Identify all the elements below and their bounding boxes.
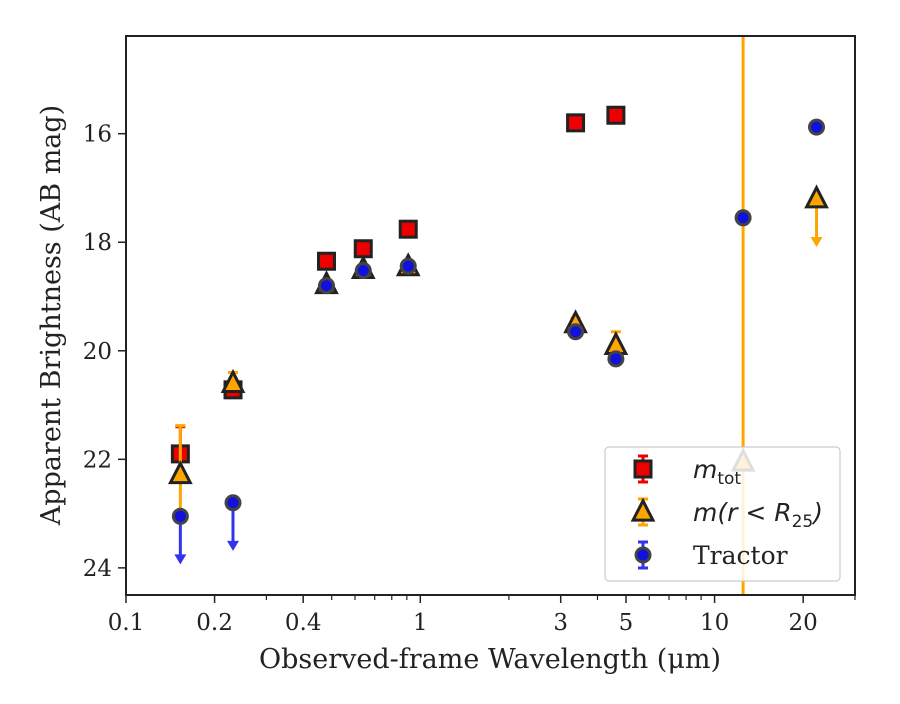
data-point-triangle [804,184,829,209]
data-point-circle [171,507,189,525]
data-point-circle [354,261,372,279]
data-point-square [316,251,336,271]
legend-box [604,446,841,582]
y-tick-label: 24 [83,556,112,582]
data-points-layer [167,105,829,565]
legend-label: m(r < R25) [693,498,823,532]
upper-limit-arrow-head [227,540,240,551]
series-2 [171,118,826,565]
x-tick-label: 20 [789,610,818,636]
data-point-circle [567,323,585,341]
x-tick-label: 10 [700,610,729,636]
x-tick-label: 0.2 [196,610,233,636]
y-tick-label: 18 [83,230,112,256]
x-tick-label: 5 [619,610,634,636]
y-axis-label: Apparent Brightness (AB mag) [36,105,67,526]
data-point-circle [808,118,826,136]
legend-label: Tractor [693,541,788,570]
x-tick-label: 0.1 [108,610,145,636]
series-0 [170,105,626,464]
x-tick-label: 0.4 [285,610,322,636]
data-point-circle [317,277,335,295]
y-tick-label: 22 [83,447,112,473]
data-point-triangle [167,460,193,485]
data-point-triangle [220,368,246,393]
legend-marker-circle [634,546,652,564]
legend-marker-triangle [630,497,656,522]
x-tick-label: 3 [553,610,568,636]
y-axis-ticks: 16 18 20 22 24 [83,122,126,582]
y-tick-label: 16 [83,122,112,148]
data-point-circle [734,209,752,227]
data-point-circle [224,494,242,512]
legend-marker-square [633,459,653,479]
data-point-circle [399,257,417,275]
legend: mtot m(r < R25) Tractor [604,446,841,582]
data-point-square [353,239,373,259]
upper-limit-arrow-head [174,554,187,565]
data-point-square [398,219,418,239]
plot-frame [125,35,856,596]
y-tick-label: 20 [83,339,112,365]
legend-label: mtot [693,455,741,489]
upper-limit-arrow-head [810,236,823,247]
data-point-square [566,113,586,133]
data-point-square [606,105,626,125]
data-point-circle [607,350,625,368]
x-tick-label: 1 [413,610,428,636]
x-axis-ticks: 0.1 0.2 0.4 1 3 5 10 20 [108,595,856,636]
x-axis-label: Observed-frame Wavelength (μm) [259,644,721,675]
